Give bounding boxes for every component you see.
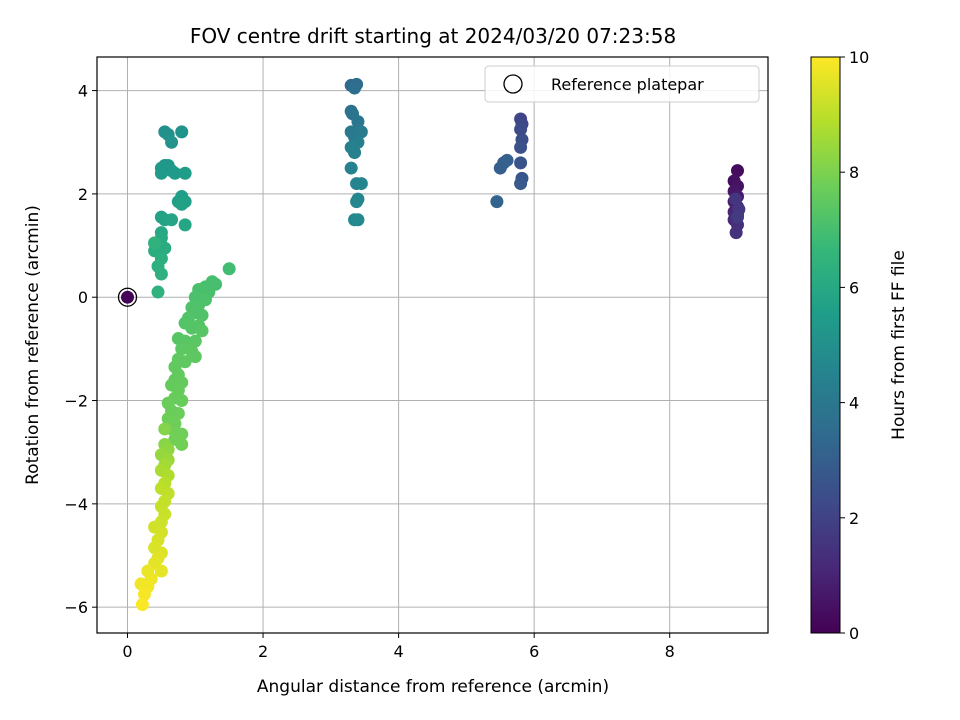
data-point bbox=[514, 156, 528, 170]
colorbar-tick-label: 10 bbox=[849, 48, 869, 67]
data-point bbox=[348, 81, 362, 95]
data-point bbox=[222, 262, 236, 276]
data-point bbox=[151, 285, 165, 299]
data-point bbox=[514, 122, 528, 136]
data-point bbox=[158, 241, 172, 255]
data-point bbox=[351, 115, 365, 129]
reference-platepar-marker bbox=[117, 287, 138, 307]
data-point bbox=[171, 406, 185, 420]
y-axis-ticks: −6 −4 −2 0 2 4 bbox=[64, 82, 97, 617]
data-point bbox=[731, 210, 744, 224]
x-axis-ticks: 0 2 4 6 8 bbox=[122, 633, 675, 661]
data-point bbox=[731, 164, 744, 178]
data-point bbox=[185, 321, 199, 335]
legend-entry-reference-platepar: Reference platepar bbox=[551, 75, 704, 94]
data-point bbox=[195, 308, 209, 322]
data-point bbox=[154, 166, 168, 180]
data-point bbox=[178, 166, 192, 180]
y-axis-label: Rotation from reference (arcmin) bbox=[23, 205, 43, 485]
scatter-points bbox=[117, 77, 746, 612]
data-point bbox=[728, 192, 742, 206]
x-tick-label: 2 bbox=[258, 642, 268, 661]
data-point bbox=[195, 324, 209, 338]
x-tick-label: 8 bbox=[665, 642, 675, 661]
y-tick-label: 0 bbox=[78, 288, 88, 307]
colorbar-tick-label: 2 bbox=[849, 509, 859, 528]
data-point bbox=[178, 218, 192, 232]
data-point bbox=[354, 125, 368, 139]
y-tick-label: −6 bbox=[64, 598, 88, 617]
data-point bbox=[158, 422, 172, 436]
data-point bbox=[121, 290, 134, 304]
data-point bbox=[351, 213, 365, 227]
data-point bbox=[178, 355, 192, 369]
x-tick-label: 0 bbox=[122, 642, 132, 661]
data-point bbox=[148, 236, 162, 250]
legend-marker-reference bbox=[503, 74, 523, 94]
colorbar-tick-label: 4 bbox=[849, 394, 859, 413]
colorbar-tick-label: 6 bbox=[849, 278, 859, 297]
x-axis-label: Angular distance from reference (arcmin) bbox=[257, 677, 609, 697]
data-point bbox=[175, 197, 189, 211]
data-point bbox=[154, 564, 168, 578]
data-point bbox=[175, 437, 189, 451]
y-tick-label: 2 bbox=[78, 185, 88, 204]
data-point bbox=[188, 350, 202, 364]
data-point bbox=[490, 195, 504, 209]
data-point bbox=[168, 166, 182, 180]
data-point bbox=[344, 161, 358, 175]
data-point bbox=[729, 226, 743, 240]
data-point bbox=[165, 213, 179, 227]
data-point bbox=[154, 267, 168, 281]
colorbar-label: Hours from first FF file bbox=[889, 250, 909, 440]
x-tick-label: 6 bbox=[529, 642, 539, 661]
y-tick-label: 4 bbox=[78, 82, 88, 101]
data-point bbox=[175, 394, 189, 408]
plot-frame bbox=[96, 56, 769, 634]
data-point bbox=[354, 177, 368, 191]
colorbar-tick-label: 8 bbox=[849, 163, 859, 182]
x-tick-label: 4 bbox=[394, 642, 404, 661]
data-point bbox=[350, 195, 364, 209]
data-point bbox=[500, 153, 514, 167]
y-tick-label: −2 bbox=[64, 392, 88, 411]
data-point bbox=[135, 598, 149, 612]
data-point bbox=[175, 342, 189, 356]
data-point bbox=[514, 177, 528, 191]
legend: Reference platepar bbox=[484, 65, 760, 103]
data-point bbox=[175, 125, 189, 139]
colorbar-ticks: 0 2 4 6 8 10 bbox=[840, 48, 869, 643]
data-point bbox=[137, 587, 151, 601]
data-point bbox=[348, 146, 362, 160]
legend-box bbox=[484, 65, 760, 103]
chart-title: FOV centre drift starting at 2024/03/20 … bbox=[190, 24, 676, 48]
data-point bbox=[514, 140, 528, 154]
data-point bbox=[165, 135, 179, 149]
y-tick-label: −4 bbox=[64, 495, 88, 514]
grid-lines bbox=[97, 57, 768, 633]
colorbar bbox=[810, 56, 841, 634]
colorbar-tick-label: 0 bbox=[849, 624, 859, 643]
